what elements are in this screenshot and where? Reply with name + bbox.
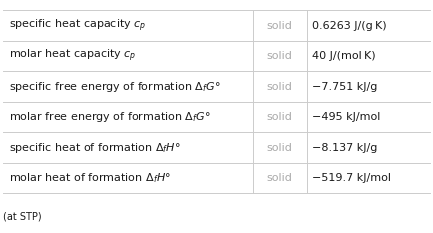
Text: solid: solid	[267, 143, 293, 153]
Text: −8.137 kJ/g: −8.137 kJ/g	[313, 143, 378, 153]
Text: molar heat capacity $c_p$: molar heat capacity $c_p$	[9, 48, 136, 64]
Text: molar free energy of formation $\Delta_f G°$: molar free energy of formation $\Delta_f…	[9, 110, 211, 124]
Text: molar heat of formation $\Delta_f H°$: molar heat of formation $\Delta_f H°$	[9, 171, 171, 185]
Text: solid: solid	[267, 82, 293, 92]
Text: solid: solid	[267, 51, 293, 61]
Text: solid: solid	[267, 112, 293, 122]
Text: specific heat of formation $\Delta_f H°$: specific heat of formation $\Delta_f H°$	[9, 141, 181, 155]
Text: 40 J/(mol K): 40 J/(mol K)	[313, 51, 376, 61]
Text: specific free energy of formation $\Delta_f G°$: specific free energy of formation $\Delt…	[9, 80, 221, 94]
Text: solid: solid	[267, 21, 293, 31]
Text: specific heat capacity $c_p$: specific heat capacity $c_p$	[9, 17, 146, 34]
Text: 0.6263 J/(g K): 0.6263 J/(g K)	[313, 21, 387, 31]
Text: solid: solid	[267, 173, 293, 183]
Text: (at STP): (at STP)	[3, 212, 42, 222]
Text: −495 kJ/mol: −495 kJ/mol	[313, 112, 381, 122]
Text: −7.751 kJ/g: −7.751 kJ/g	[313, 82, 378, 92]
Text: −519.7 kJ/mol: −519.7 kJ/mol	[313, 173, 391, 183]
